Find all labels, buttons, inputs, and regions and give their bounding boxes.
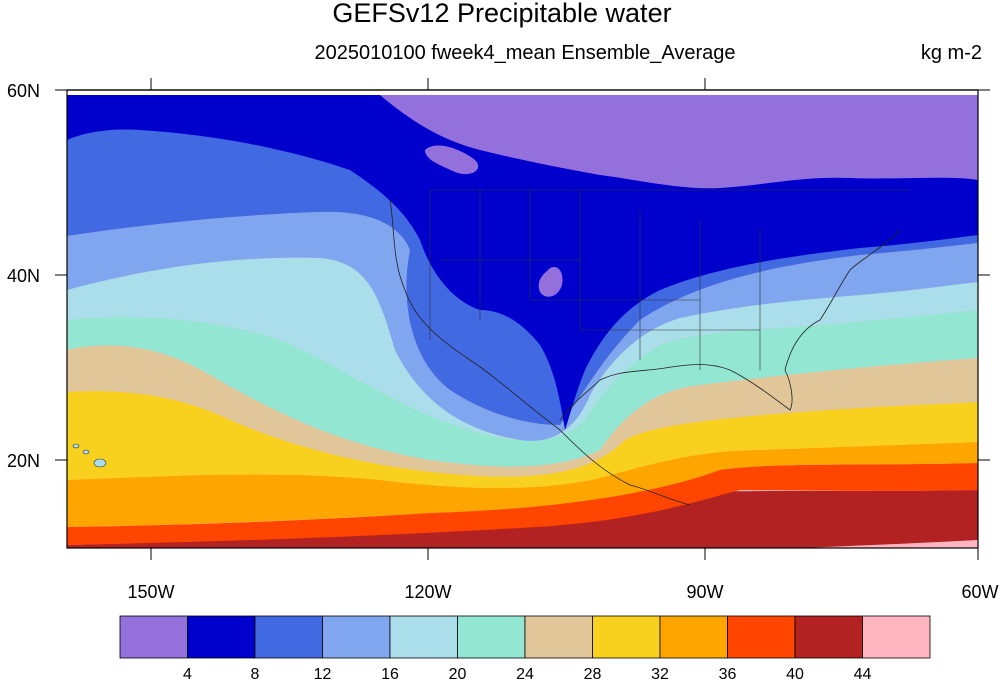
colorbar-swatch: [187, 615, 256, 659]
colorbar-swatch: [524, 615, 593, 659]
colorbar-swatch: [457, 615, 526, 659]
colorbar-label: 36: [719, 666, 737, 683]
lat-label-60n: 60N: [7, 81, 40, 101]
colorbar-label: 4: [183, 666, 192, 683]
colorbar-swatch: [254, 615, 323, 659]
colorbar-swatch: [119, 615, 188, 659]
coastline: [389, 199, 901, 506]
units-label: kg m-2: [920, 42, 982, 64]
colorbar-label: 16: [381, 666, 399, 683]
lon-label-60w: 60W: [961, 582, 998, 602]
colorbar: 4 8 12 16 20 24 28 32 36 40 44: [119, 615, 931, 683]
band-40-44: [67, 490, 978, 548]
colorbar-swatch: [794, 615, 863, 659]
tick-marks: [55, 78, 990, 560]
band-20-24: [67, 310, 978, 467]
precipitable-water-field: [67, 95, 978, 548]
colorbar-label: 32: [651, 666, 669, 683]
lon-label-120w: 120W: [404, 582, 451, 602]
band-12-16: [67, 211, 978, 441]
colorbar-label: 12: [314, 666, 332, 683]
band-32-36: [67, 442, 978, 527]
band-16-20: [67, 257, 978, 441]
colorbar-swatch: [389, 615, 458, 659]
colorbar-label: 8: [251, 666, 260, 683]
colorbar-label: 44: [854, 666, 872, 683]
lat-label-40n: 40N: [7, 266, 40, 286]
map-title: GEFSv12 Precipitable water: [332, 0, 672, 28]
band-0-4: [380, 95, 978, 189]
colorbar-swatch: [862, 615, 931, 659]
map-subtitle: 2025010100 fweek4_mean Ensemble_Average: [314, 42, 736, 64]
hawaii-islands: [72, 443, 107, 468]
band-28-32: [67, 390, 978, 488]
band-0-4-rockies: [538, 266, 563, 297]
colorbar-swatch: [322, 615, 391, 659]
colorbar-label: 28: [584, 666, 602, 683]
colorbar-label: 40: [786, 666, 804, 683]
band-24-28: [67, 345, 978, 477]
colorbar-swatch: [727, 615, 796, 659]
state-borders: [429, 189, 910, 370]
band-0-4-island: [425, 145, 479, 175]
colorbar-label: 24: [516, 666, 534, 683]
lon-label-90w: 90W: [686, 582, 723, 602]
colorbar-swatch: [592, 615, 661, 659]
colorbar-swatch: [659, 615, 728, 659]
colorbar-label: 20: [449, 666, 467, 683]
lat-label-20n: 20N: [7, 451, 40, 471]
lon-label-150w: 150W: [127, 582, 174, 602]
